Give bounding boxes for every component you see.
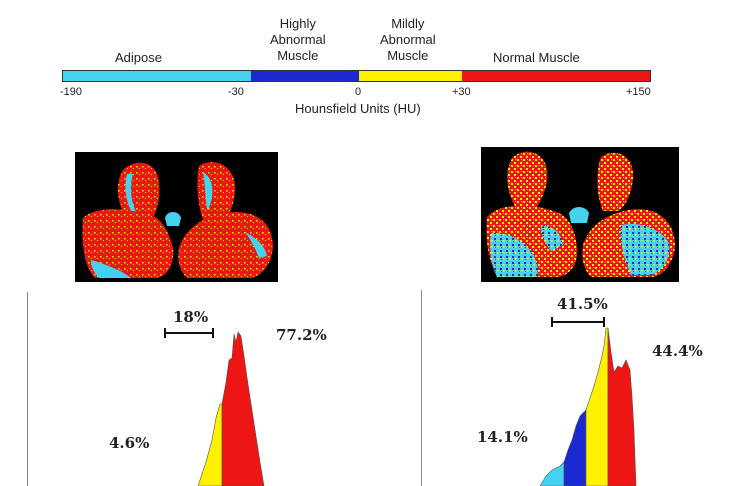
ct-image-left bbox=[75, 152, 278, 282]
mildly-abnormal-label-line3: Muscle bbox=[387, 48, 429, 63]
colorbar-segment-mildly-abnormal bbox=[359, 71, 462, 81]
right-histogram-red-region bbox=[607, 327, 637, 486]
highly-abnormal-label-line2: Abnormal bbox=[270, 32, 326, 47]
left-histogram-red-region bbox=[221, 331, 265, 486]
colorbar-segment-normal bbox=[462, 71, 650, 81]
tick-plus-150: +150 bbox=[626, 86, 651, 98]
tick-minus-190: -190 bbox=[60, 86, 83, 98]
mildly-abnormal-label-line2: Abnormal bbox=[380, 32, 436, 47]
highly-abnormal-label: Highly Abnormal Muscle bbox=[270, 16, 326, 64]
right-normal-percent: 44.4% bbox=[652, 342, 703, 360]
normal-muscle-label: Normal Muscle bbox=[493, 50, 580, 65]
left-histogram-axis bbox=[27, 292, 28, 486]
ct-left-muscle-map bbox=[82, 162, 273, 278]
mildly-abnormal-label-line1: Mildly bbox=[391, 16, 425, 31]
ct-right-muscle-map bbox=[486, 151, 675, 277]
right-mildly-abnormal-percent: 41.5% bbox=[557, 295, 608, 313]
ct-image-right bbox=[481, 147, 679, 282]
adipose-label: Adipose bbox=[115, 50, 162, 65]
highly-abnormal-label-line3: Muscle bbox=[277, 48, 319, 63]
left-normal-percent: 77.2% bbox=[276, 326, 327, 344]
colorbar-segment-adipose bbox=[63, 71, 251, 81]
right-bracket bbox=[551, 317, 605, 327]
tick-plus-30: +30 bbox=[452, 86, 471, 98]
left-mildly-abnormal-percent: 18% bbox=[173, 308, 209, 326]
right-histogram-yellow-region bbox=[585, 327, 609, 486]
right-adipose-percent: 14.1% bbox=[477, 428, 528, 446]
mildly-abnormal-label: Mildly Abnormal Muscle bbox=[380, 16, 436, 64]
tick-minus-30: -30 bbox=[228, 86, 244, 98]
left-bracket bbox=[164, 328, 214, 338]
right-histogram-blue-region bbox=[563, 409, 587, 486]
right-histogram-cyan-region bbox=[539, 461, 565, 486]
hu-axis-title: Hounsfield Units (HU) bbox=[295, 101, 421, 116]
highly-abnormal-label-line1: Highly bbox=[279, 16, 316, 31]
right-histogram-axis bbox=[421, 290, 422, 486]
colorbar-segment-highly-abnormal bbox=[251, 71, 359, 81]
hu-colorbar bbox=[62, 70, 651, 82]
left-adipose-percent: 4.6% bbox=[109, 434, 150, 452]
tick-0: 0 bbox=[355, 86, 362, 98]
